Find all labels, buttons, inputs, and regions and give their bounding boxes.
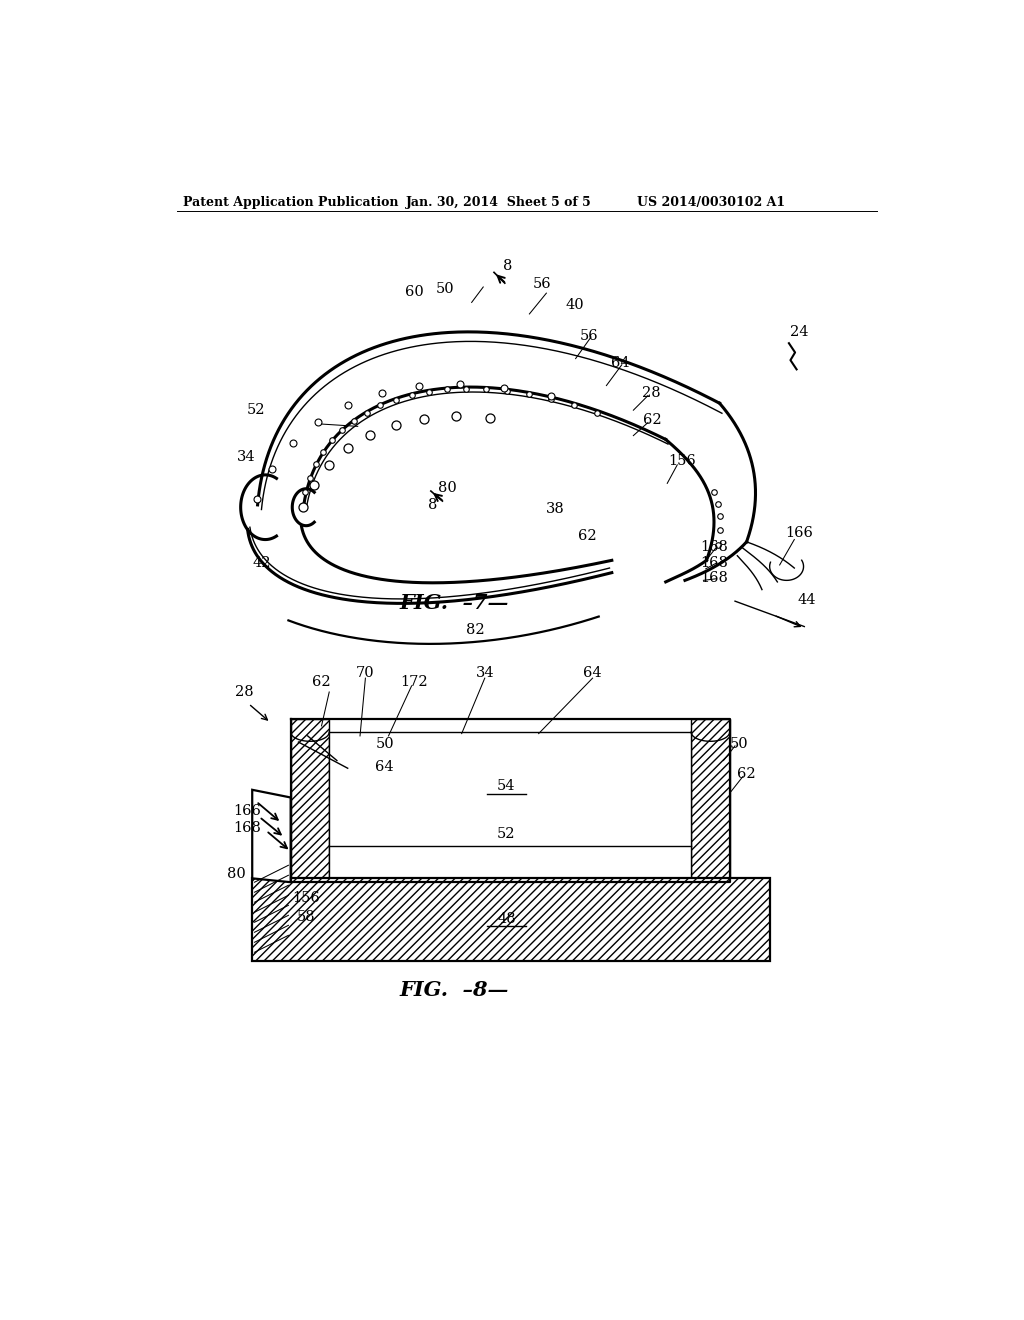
Text: 80: 80 [227, 867, 246, 882]
Text: 64: 64 [584, 665, 602, 680]
Text: FIG.  –8—: FIG. –8— [399, 979, 509, 1001]
Text: 34: 34 [475, 665, 494, 680]
Text: 50: 50 [729, 737, 749, 751]
Text: 80: 80 [437, 480, 457, 495]
Text: 168: 168 [700, 556, 728, 570]
Text: 52: 52 [247, 403, 265, 417]
Text: 172: 172 [400, 675, 428, 689]
Text: 62: 62 [737, 767, 756, 781]
Text: 168: 168 [700, 540, 728, 554]
Text: 8: 8 [503, 259, 513, 273]
Text: 156: 156 [292, 891, 319, 904]
Text: 168: 168 [233, 821, 261, 836]
Text: 64: 64 [611, 356, 630, 370]
Text: 44: 44 [798, 593, 816, 607]
Text: 60: 60 [404, 285, 423, 298]
Text: FIG.  –7—: FIG. –7— [399, 594, 509, 614]
Text: 38: 38 [546, 502, 565, 516]
Bar [291, 719, 330, 882]
Text: US 2014/0030102 A1: US 2014/0030102 A1 [637, 195, 785, 209]
Text: 40: 40 [565, 298, 584, 312]
Bar [691, 719, 730, 882]
Text: 70: 70 [356, 665, 375, 680]
Text: 28: 28 [642, 387, 660, 400]
Text: 62: 62 [643, 413, 662, 428]
Text: 62: 62 [578, 529, 597, 543]
Text: 168: 168 [700, 572, 728, 585]
Text: 156: 156 [668, 454, 695, 469]
Text: 50: 50 [435, 282, 454, 296]
Text: 50: 50 [376, 737, 394, 751]
Text: 8: 8 [428, 498, 438, 512]
Text: 64: 64 [376, 760, 394, 774]
Text: Patent Application Publication: Patent Application Publication [183, 195, 398, 209]
Text: 42: 42 [252, 556, 270, 570]
Text: 166: 166 [233, 804, 261, 817]
Text: 52: 52 [497, 828, 515, 841]
Text: Jan. 30, 2014  Sheet 5 of 5: Jan. 30, 2014 Sheet 5 of 5 [407, 195, 592, 209]
Bar [252, 878, 770, 961]
Text: 58: 58 [297, 909, 315, 924]
Text: 54: 54 [497, 779, 515, 793]
Text: 28: 28 [236, 685, 254, 700]
Text: 62: 62 [312, 675, 331, 689]
Text: 48: 48 [497, 912, 516, 927]
Bar [330, 733, 691, 878]
Text: 166: 166 [785, 527, 813, 540]
Text: 56: 56 [534, 277, 552, 290]
Text: 82: 82 [466, 623, 484, 638]
Polygon shape [252, 789, 291, 882]
Text: 34: 34 [237, 450, 255, 465]
Text: 56: 56 [581, 329, 599, 342]
Text: 24: 24 [790, 326, 808, 339]
